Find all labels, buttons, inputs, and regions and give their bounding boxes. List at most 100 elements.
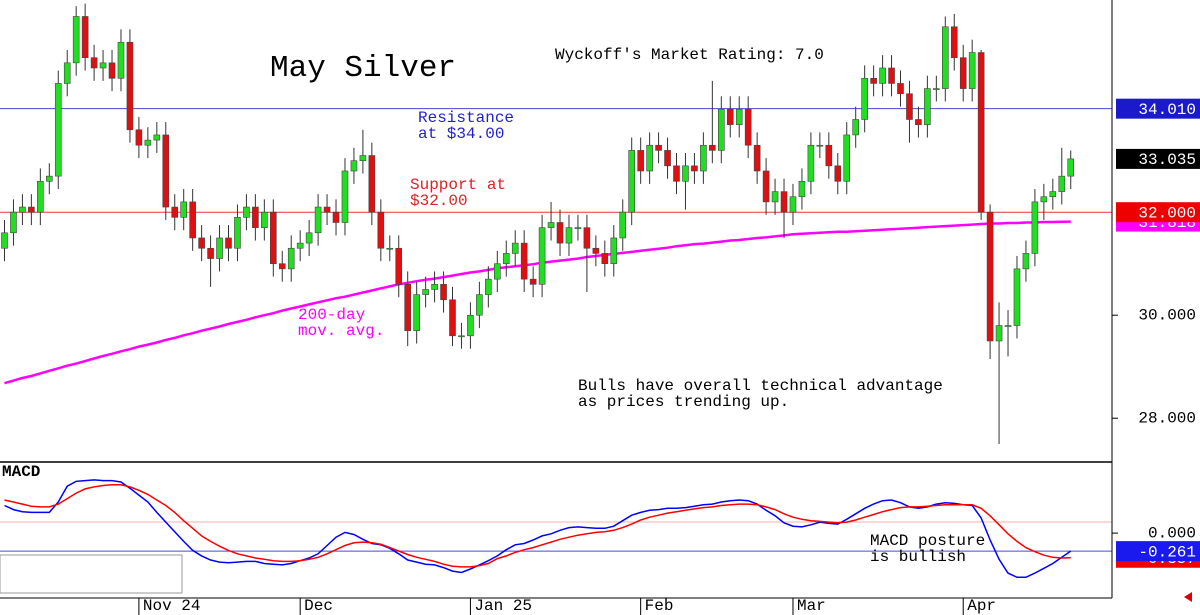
candle-body — [861, 77, 868, 120]
annotation: is bullish — [870, 548, 966, 566]
candle-body — [234, 217, 241, 249]
candle-body — [888, 67, 895, 84]
candle-body — [780, 191, 788, 213]
candle-body — [359, 155, 367, 161]
candle-body — [377, 211, 385, 249]
candle-body — [189, 201, 196, 239]
candle-body — [476, 294, 483, 316]
candle-body — [278, 263, 286, 270]
candle-body — [771, 191, 779, 203]
candle-body — [485, 278, 492, 295]
annotation: Resistance — [418, 109, 514, 127]
candle-body — [135, 129, 143, 146]
level-box — [1116, 541, 1200, 562]
level-label: 34.010 — [1138, 101, 1196, 119]
level-box — [1116, 202, 1200, 223]
annotation: at $34.00 — [418, 125, 504, 143]
candle-body — [915, 119, 922, 125]
candle-body — [538, 227, 546, 285]
candle-body — [144, 139, 152, 146]
level-box — [1116, 98, 1200, 119]
candle-body — [601, 253, 609, 265]
candle-body — [72, 16, 80, 64]
level-box — [1116, 148, 1200, 169]
candle-body — [529, 278, 537, 285]
candle-body — [511, 242, 519, 254]
candle-body — [1040, 196, 1048, 203]
candle-body — [37, 180, 44, 213]
candle-body — [1, 232, 8, 249]
candle-body — [646, 144, 653, 172]
candle-body — [117, 41, 125, 79]
candle-body — [252, 206, 259, 228]
candle-body — [628, 150, 636, 213]
candle-body — [19, 206, 26, 213]
annotation: $32.00 — [410, 192, 468, 210]
candle-body — [126, 41, 134, 131]
annotation: mov. avg. — [298, 322, 384, 340]
annotation: as prices trending up. — [578, 393, 789, 411]
x-tick-label: Nov 24 — [143, 597, 201, 615]
candle-body — [807, 144, 815, 182]
readout-box — [0, 554, 183, 594]
candle-body — [709, 144, 716, 151]
candle-body — [99, 62, 107, 69]
candle-body — [834, 165, 842, 182]
candle-body — [180, 201, 187, 218]
candle-body — [897, 83, 904, 95]
candle-body — [1013, 268, 1021, 326]
annotation: Support at — [410, 176, 506, 194]
y-tick-label: 30.000 — [1138, 306, 1196, 324]
candle-body — [90, 57, 98, 69]
candle-body — [691, 165, 698, 172]
candle-body — [269, 211, 277, 265]
candle-body — [950, 26, 958, 58]
x-tick-label: Feb — [645, 597, 674, 615]
candle-body — [717, 108, 725, 151]
candle-body — [941, 26, 949, 89]
candle-body — [207, 247, 214, 259]
candle-body — [744, 108, 752, 146]
candle-body — [1031, 201, 1039, 254]
candle-body — [314, 206, 322, 234]
candle-body — [323, 206, 331, 213]
candle-body — [637, 150, 644, 172]
candle-body — [63, 62, 71, 84]
candle-body — [449, 299, 456, 337]
chart-title: May Silver — [270, 51, 456, 86]
candle-body — [906, 93, 913, 120]
candle-body — [153, 134, 161, 141]
candle-body — [583, 227, 591, 249]
y-tick-label: 28.000 — [1138, 409, 1196, 427]
candle-body — [986, 211, 994, 342]
annotation: 200-day — [298, 306, 366, 324]
candle-body — [735, 108, 743, 125]
candle-body — [968, 52, 976, 89]
candle-body — [458, 335, 465, 338]
candle-body — [843, 134, 851, 182]
macd-line — [4, 484, 1071, 568]
candle-body — [933, 88, 940, 90]
candle-body — [395, 247, 403, 285]
candle-body — [1067, 158, 1075, 177]
candle-body — [350, 160, 358, 172]
candle-body — [493, 263, 501, 280]
candle-body — [592, 247, 600, 254]
candle-body — [655, 144, 662, 151]
candle-body — [762, 170, 770, 203]
candle-body — [556, 222, 564, 244]
candle-body — [726, 108, 734, 125]
candle-body — [225, 237, 232, 249]
arrow-icon — [1184, 592, 1192, 602]
candle-body — [413, 294, 420, 331]
candle-body — [700, 144, 707, 172]
candle-body — [959, 57, 967, 89]
candle-body — [296, 242, 304, 249]
candle-body — [547, 222, 555, 228]
candle-body — [753, 144, 761, 172]
candle-body — [198, 237, 205, 249]
candle-body — [1004, 325, 1012, 327]
x-tick-label: Apr — [967, 597, 996, 615]
candle-body — [574, 227, 582, 229]
